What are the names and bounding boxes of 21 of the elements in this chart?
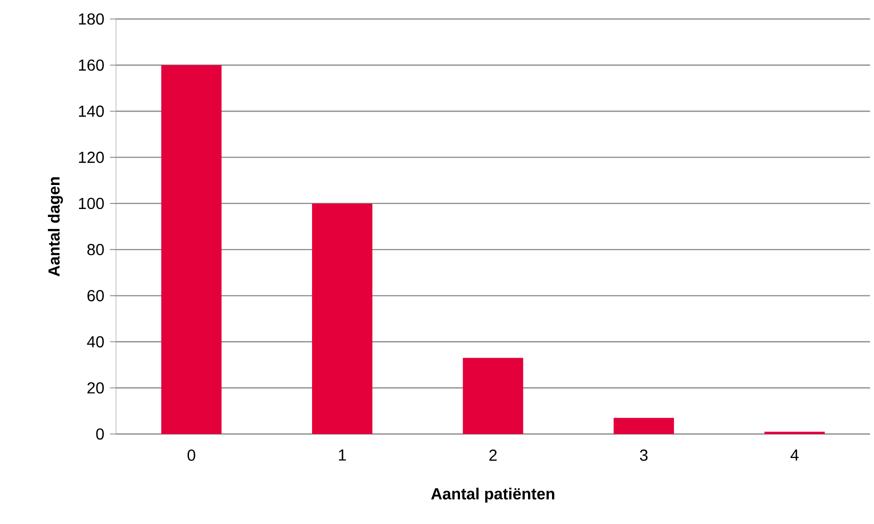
y-tick-label: 0 <box>96 428 104 440</box>
y-tick-label: 20 <box>87 382 104 394</box>
x-tick-label: 2 <box>489 450 497 461</box>
bar <box>462 358 524 434</box>
bar <box>312 203 372 434</box>
bar <box>614 418 674 434</box>
x-tick-label: 4 <box>790 450 799 461</box>
x-axis-title: Aantal patiënten <box>431 488 554 503</box>
y-tick-label: 140 <box>78 106 104 117</box>
y-tick-label: 100 <box>78 198 104 210</box>
y-axis-title: Aantal dagen <box>48 177 63 276</box>
y-tick-label: 120 <box>78 152 104 163</box>
x-tick-label: 3 <box>640 450 648 461</box>
y-tick-label: 80 <box>87 244 104 256</box>
y-tick-label: 160 <box>78 59 104 71</box>
y-tick-label: 60 <box>87 290 104 302</box>
y-tick-label: 40 <box>87 336 104 348</box>
bar <box>161 65 222 434</box>
x-tick-label: 1 <box>338 450 346 461</box>
x-tick-label: 0 <box>188 450 196 461</box>
y-tick-label: 180 <box>78 13 104 25</box>
